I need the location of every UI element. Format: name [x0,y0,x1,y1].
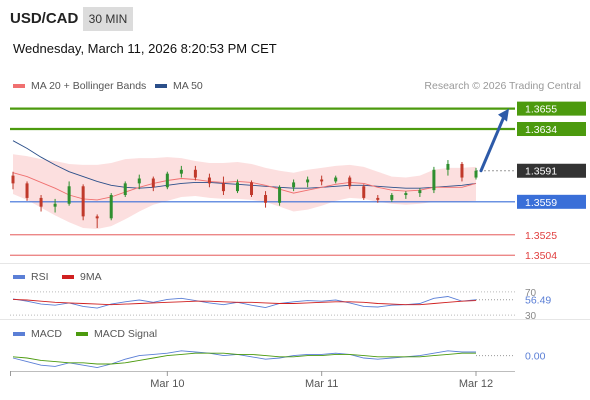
macd-signal-swatch [76,332,88,337]
candle-body [235,182,239,192]
level-tag-1.3655 [517,101,586,116]
level-label-1.3591: 1.3591 [525,166,557,178]
candle-body [250,182,254,196]
ma20-line [12,172,477,201]
candle-body [446,163,450,170]
candle-body [404,193,408,196]
candle-body [418,190,422,194]
rsi-ma-label: 9MA [80,271,102,283]
rsi-value-label: 56.49 [525,295,551,307]
legend-macd-signal: MACD Signal [76,328,157,340]
x-tick-label: Mar 11 [305,378,338,390]
candle-body [221,183,225,192]
level-label-1.3634: 1.3634 [525,124,557,136]
x-tick-label: Mar 12 [459,378,493,390]
level-label-1.3525: 1.3525 [525,230,557,242]
candle-body [193,169,197,178]
rsi-tick-30: 30 [525,311,537,322]
macd-swatch [13,332,25,337]
level-tag-1.3634 [517,122,586,137]
macd-label: MACD [31,328,62,340]
candle-body [165,173,169,188]
ma20-label: MA 20 + Bollinger Bands [31,80,147,92]
candle-body [151,178,155,188]
projection-arrow-head [498,108,509,122]
rsi-ma-swatch [62,275,74,280]
macd-signal-label: MACD Signal [94,328,158,340]
rsi-swatch [13,275,25,280]
candle-body [432,169,436,191]
macd-signal-line [12,352,476,365]
candle-body [123,183,127,196]
rsi-line [12,296,477,309]
candle-body [25,183,29,198]
candle-body [207,177,211,184]
legend-ma50: MA 50 [155,80,203,92]
bollinger-band [13,154,476,229]
candle-body [109,195,113,219]
candle-body [39,197,43,207]
ma20-swatch [13,84,25,89]
candle-body [278,187,282,203]
ma50-line [12,140,477,189]
candle-body [53,203,57,207]
x-tick-label: Mar 10 [150,378,184,390]
candle-body [474,170,478,178]
candle-body [137,178,141,184]
interval-badge[interactable]: 30 MIN [83,7,133,31]
candle-body [264,195,268,203]
ma50-swatch [155,84,167,89]
rsi-label: RSI [31,271,49,283]
level-label-1.3559: 1.3559 [525,197,557,209]
macd-line [12,350,476,369]
candle-body [95,216,99,219]
legend-ma20: MA 20 + Bollinger Bands [13,80,146,92]
candle-body [306,179,310,183]
candle-body [460,163,464,178]
level-label-1.3655: 1.3655 [525,104,557,116]
symbol-title: USD/CAD [10,10,79,27]
level-label-1.3504: 1.3504 [525,250,557,262]
credit-text: Research © 2026 Trading Central [424,80,581,92]
macd-value-label: 0.00 [525,351,546,363]
projection-arrow-shaft [479,115,506,173]
legend-rsi: RSI [13,271,49,283]
candle-body [292,182,296,188]
legend-rsi-ma: 9MA [62,271,102,283]
candle-body [81,186,85,217]
candle-body [179,169,183,174]
candle-body [11,175,15,184]
candle-body [320,179,324,182]
candle-body [376,197,380,200]
candle-body [362,186,366,198]
timestamp: Wednesday, March 11, 2026 8:20:53 PM CET [13,41,277,56]
level-tag-1.3591 [517,163,586,178]
rsi-tick-70: 70 [525,288,537,299]
candle-body [67,186,71,204]
ma50-label: MA 50 [173,80,203,92]
candle-body [334,177,338,182]
level-tag-1.3559 [517,194,586,209]
legend-macd: MACD [13,328,62,340]
candle-body [348,177,352,187]
rsi-ma-line [12,298,477,306]
candle-body [390,195,394,200]
